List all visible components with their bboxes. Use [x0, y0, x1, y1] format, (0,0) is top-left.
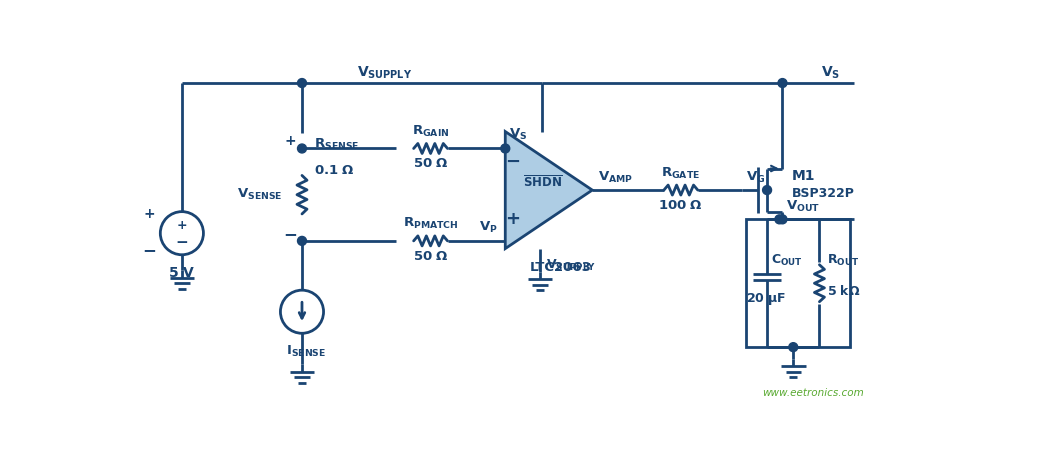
- Text: $\mathbf{V_{S}}$: $\mathbf{V_{S}}$: [822, 65, 841, 81]
- Text: $\mathbf{V_{G}}$: $\mathbf{V_{G}}$: [746, 170, 766, 184]
- Text: $\mathbf{C_{OUT}}$: $\mathbf{C_{OUT}}$: [771, 253, 803, 268]
- Circle shape: [298, 78, 306, 88]
- Text: $\mathbf{R_{OUT}}$: $\mathbf{R_{OUT}}$: [827, 253, 859, 268]
- Text: BSP322P: BSP322P: [792, 188, 854, 201]
- Text: $\mathbf{R_{GAIN}}$: $\mathbf{R_{GAIN}}$: [411, 124, 449, 139]
- Text: $\mathbf{V_{S}}$: $\mathbf{V_{S}}$: [509, 127, 527, 142]
- Text: $\mathbf{-}$: $\mathbf{-}$: [505, 152, 521, 170]
- Text: $\mathbf{+}$: $\mathbf{+}$: [284, 134, 297, 148]
- Text: $\mathbf{R_{GATE}}$: $\mathbf{R_{GATE}}$: [662, 165, 701, 181]
- Bar: [746, 219, 850, 347]
- Text: $\mathbf{V_{P}}$: $\mathbf{V_{P}}$: [479, 219, 498, 235]
- Text: $\mathbf{+}$: $\mathbf{+}$: [177, 219, 187, 232]
- Text: $\mathbf{50\ \Omega}$: $\mathbf{50\ \Omega}$: [412, 250, 448, 263]
- Text: $\mathbf{50\ \Omega}$: $\mathbf{50\ \Omega}$: [412, 157, 448, 171]
- Text: $\mathbf{-}$: $\mathbf{-}$: [142, 240, 157, 258]
- Circle shape: [789, 343, 797, 352]
- Text: $\mathbf{5\ k\Omega}$: $\mathbf{5\ k\Omega}$: [827, 284, 861, 298]
- Circle shape: [763, 186, 771, 195]
- Text: M1: M1: [792, 169, 815, 183]
- Text: $\mathbf{100\ \Omega}$: $\mathbf{100\ \Omega}$: [659, 199, 703, 212]
- Circle shape: [778, 78, 787, 88]
- Text: $\mathbf{-}$: $\mathbf{-}$: [283, 224, 298, 242]
- Text: www.eetronics.com: www.eetronics.com: [763, 388, 864, 398]
- Text: $\mathbf{+}$: $\mathbf{+}$: [143, 207, 156, 221]
- Text: $\mathbf{V_{OUT}}$: $\mathbf{V_{OUT}}$: [786, 199, 821, 214]
- Text: $\mathbf{V_{SUPPLY}}$: $\mathbf{V_{SUPPLY}}$: [546, 258, 596, 273]
- Polygon shape: [505, 131, 592, 248]
- Circle shape: [298, 144, 306, 153]
- Text: $\mathbf{-}$: $\mathbf{-}$: [176, 233, 188, 248]
- Circle shape: [778, 215, 787, 224]
- Text: $\mathbf{+}$: $\mathbf{+}$: [505, 210, 521, 228]
- Text: $\mathbf{V_{SUPPLY}}$: $\mathbf{V_{SUPPLY}}$: [357, 65, 412, 81]
- Text: $\mathbf{5\ V}$: $\mathbf{5\ V}$: [168, 266, 196, 280]
- Circle shape: [501, 144, 510, 153]
- Text: $\mathbf{I_{SENSE}}$: $\mathbf{I_{SENSE}}$: [286, 344, 326, 359]
- Text: $\mathbf{R_{SENSE}}$: $\mathbf{R_{SENSE}}$: [313, 137, 359, 152]
- Text: $\mathbf{V_{SENSE}}$: $\mathbf{V_{SENSE}}$: [238, 187, 283, 202]
- Text: $\mathbf{20\ \mu F}$: $\mathbf{20\ \mu F}$: [746, 290, 786, 307]
- Text: $\mathbf{V_{AMP}}$: $\mathbf{V_{AMP}}$: [598, 170, 633, 184]
- Text: LTC2063: LTC2063: [529, 261, 591, 274]
- Circle shape: [775, 215, 784, 224]
- Text: $\overline{\mathbf{SHDN}}$: $\overline{\mathbf{SHDN}}$: [523, 175, 563, 190]
- Circle shape: [298, 236, 306, 245]
- Text: $\mathbf{0.1\ \Omega}$: $\mathbf{0.1\ \Omega}$: [313, 164, 355, 177]
- Text: $\mathbf{R_{PMATCH}}$: $\mathbf{R_{PMATCH}}$: [403, 216, 459, 231]
